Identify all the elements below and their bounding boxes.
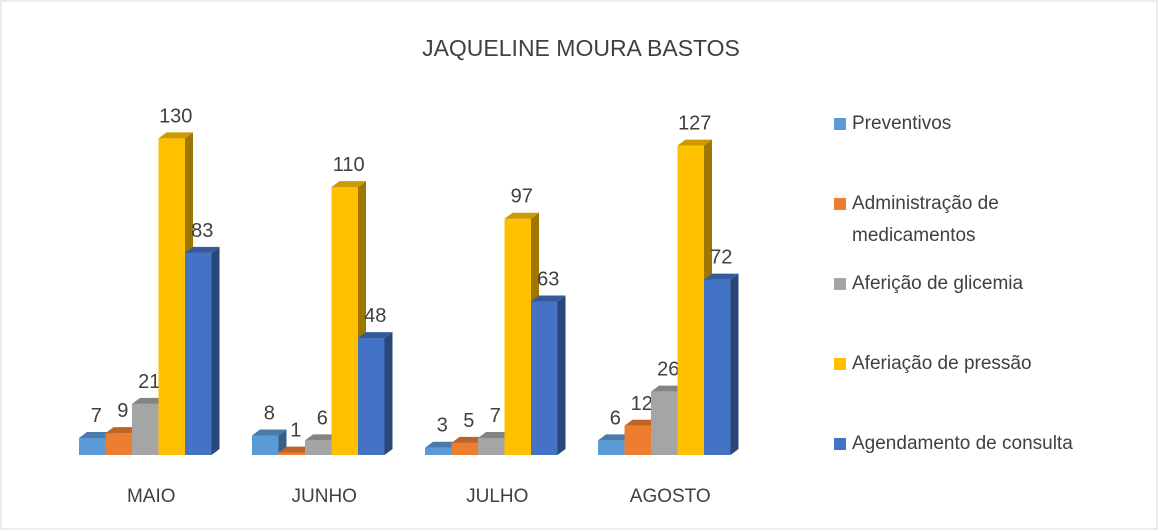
bar-top — [132, 397, 167, 404]
x-tick-label: AGOSTO — [630, 486, 711, 507]
bar-top — [478, 431, 513, 438]
bar-top — [451, 436, 486, 443]
x-tick-label: MAIO — [127, 486, 176, 507]
legend-swatch — [834, 358, 846, 370]
bar-top — [704, 273, 739, 280]
data-label: 110 — [333, 154, 365, 176]
legend-label: Aferiação de pressão — [852, 353, 1032, 374]
bar-top — [624, 419, 659, 426]
data-label: 6 — [317, 407, 328, 429]
x-tick-label: JULHO — [466, 486, 528, 507]
bar-top — [158, 132, 193, 139]
bar-front — [158, 138, 185, 455]
chart-title: JAQUELINE MOURA BASTOS — [422, 35, 740, 61]
bar-front — [624, 425, 651, 455]
legend-label: Aferição de glicemia — [852, 273, 1024, 294]
bar-top — [425, 441, 460, 448]
bar — [531, 295, 566, 455]
bar-front — [598, 440, 625, 455]
bar-top — [504, 212, 539, 219]
bar-top — [651, 385, 686, 392]
data-label: 1 — [290, 420, 301, 442]
legend-swatch — [834, 118, 846, 130]
x-tick-label: JUNHO — [292, 486, 357, 507]
bar-top — [79, 431, 114, 438]
data-label: 127 — [678, 113, 711, 135]
legend-label: Preventivos — [852, 113, 952, 134]
bar — [185, 246, 220, 455]
legend-label: Administração de medicamentos — [852, 193, 999, 246]
bar-side — [557, 295, 566, 455]
legend-swatch — [834, 198, 846, 210]
data-label: 83 — [191, 220, 213, 242]
bar-top — [331, 181, 366, 188]
bar-front — [478, 437, 505, 455]
bar-front — [531, 301, 558, 455]
bar-front — [704, 279, 731, 455]
data-label: 9 — [117, 400, 128, 422]
bar — [358, 332, 393, 455]
bar-front — [185, 252, 212, 455]
bar-front — [105, 433, 132, 455]
bar-front — [651, 391, 678, 455]
data-label: 21 — [138, 371, 160, 393]
bar-top — [105, 427, 140, 434]
bar-front — [252, 435, 279, 455]
bar-top — [531, 295, 566, 302]
bar-front — [132, 403, 159, 455]
data-label: 6 — [610, 407, 621, 429]
bar-side — [384, 332, 393, 455]
bar-top — [677, 139, 712, 146]
data-label: 8 — [264, 403, 275, 425]
bar-front — [79, 437, 106, 455]
bar-front — [425, 447, 452, 455]
data-label: 130 — [159, 105, 192, 127]
data-label: 12 — [631, 393, 653, 415]
legend-swatch — [834, 438, 846, 450]
data-label: 26 — [657, 359, 679, 381]
bar-front — [358, 338, 385, 455]
data-label: 63 — [537, 269, 559, 291]
bar-top — [358, 332, 393, 339]
data-label: 97 — [511, 186, 533, 208]
data-label: 7 — [490, 405, 501, 427]
data-label: 7 — [91, 405, 102, 427]
data-label: 5 — [463, 410, 474, 432]
bar-side — [730, 273, 739, 455]
bar-top — [278, 446, 313, 453]
bar-top — [305, 434, 340, 441]
bar-front — [331, 187, 358, 456]
legend-label: Agendamento de consulta — [852, 433, 1073, 454]
bar-side — [211, 246, 220, 455]
bar-front — [451, 442, 478, 455]
data-label: 48 — [364, 305, 386, 327]
bar-front — [305, 440, 332, 455]
bar-top — [185, 246, 220, 253]
data-label: 72 — [710, 247, 732, 269]
bar-top — [598, 434, 633, 441]
legend-swatch — [834, 278, 846, 290]
bar — [704, 273, 739, 455]
bar-front — [278, 452, 305, 455]
bar-front — [677, 145, 704, 455]
data-label: 3 — [437, 415, 448, 437]
bar-top — [252, 429, 287, 436]
bar-front — [504, 218, 531, 455]
